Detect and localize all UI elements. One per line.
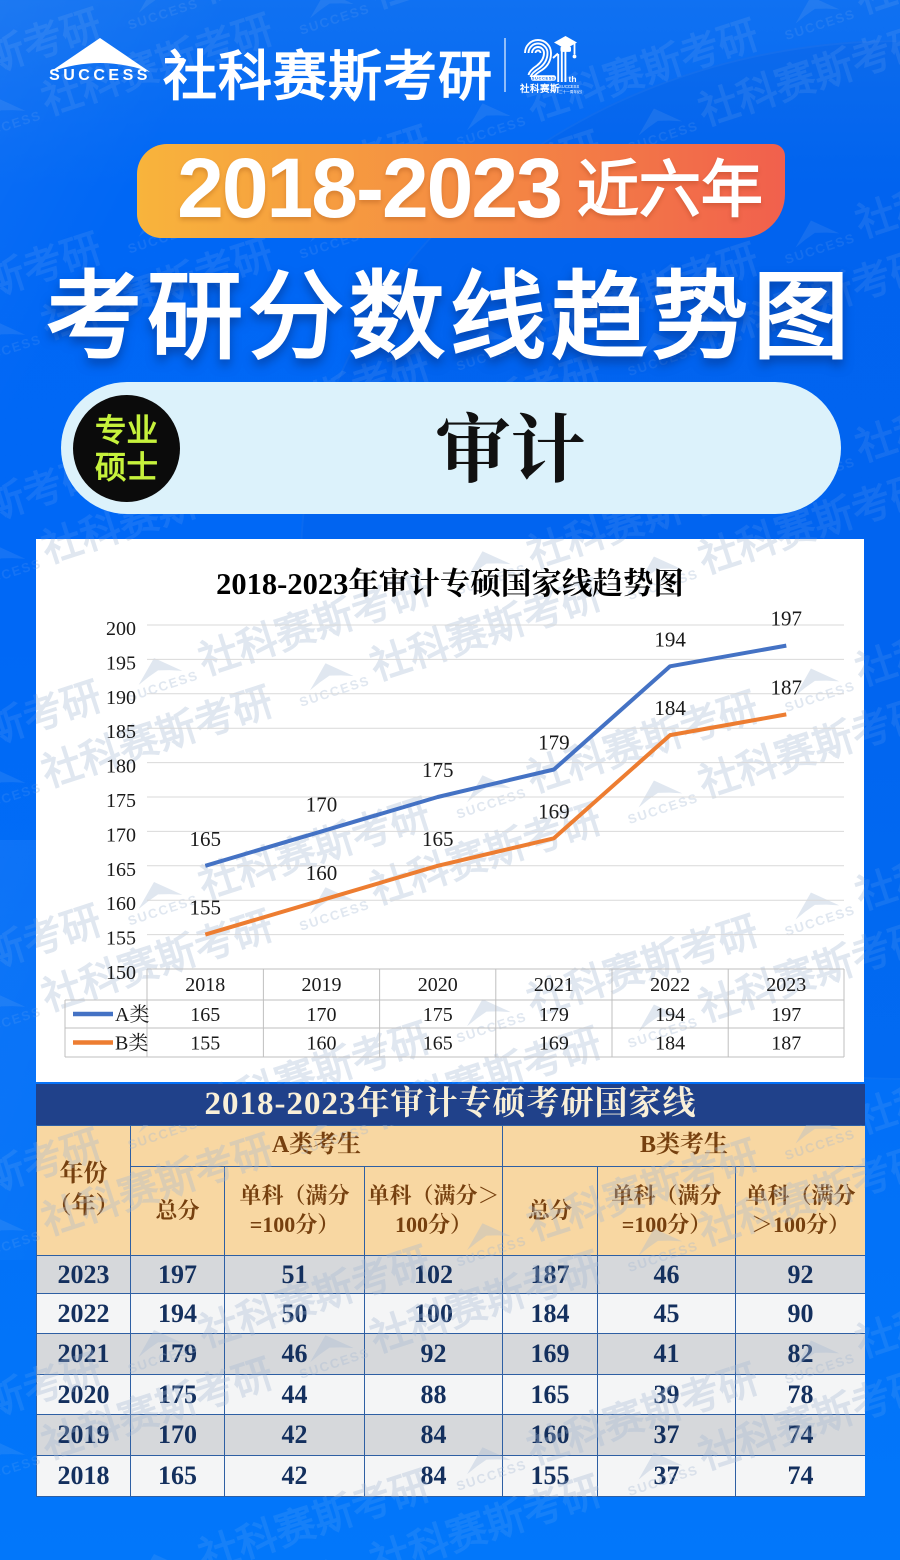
svg-text:194: 194 xyxy=(654,627,686,651)
svg-text:160: 160 xyxy=(106,893,136,915)
svg-text:2023: 2023 xyxy=(766,974,806,996)
svg-text:2019: 2019 xyxy=(302,974,342,996)
svg-text:150: 150 xyxy=(106,962,136,984)
svg-text:169: 169 xyxy=(538,799,570,823)
svg-text:194: 194 xyxy=(655,1004,685,1026)
svg-text:165: 165 xyxy=(190,1004,220,1026)
svg-text:197: 197 xyxy=(771,607,803,631)
svg-text:185: 185 xyxy=(106,721,136,743)
svg-text:195: 195 xyxy=(106,652,136,674)
svg-text:179: 179 xyxy=(539,1004,569,1026)
svg-text:175: 175 xyxy=(422,758,454,782)
svg-text:SUCCESS: SUCCESS xyxy=(559,84,579,89)
svg-text:165: 165 xyxy=(190,827,222,851)
svg-text:B类: B类 xyxy=(115,1032,148,1055)
svg-text:二十一周年纪念: 二十一周年纪念 xyxy=(559,89,582,94)
svg-text:165: 165 xyxy=(423,1033,453,1055)
svg-text:175: 175 xyxy=(423,1004,453,1026)
svg-text:175: 175 xyxy=(106,790,136,812)
svg-text:169: 169 xyxy=(539,1033,569,1055)
svg-text:200: 200 xyxy=(106,618,136,640)
svg-text:170: 170 xyxy=(307,1004,337,1026)
svg-text:170: 170 xyxy=(106,824,136,846)
svg-text:187: 187 xyxy=(771,675,803,699)
svg-text:190: 190 xyxy=(106,687,136,709)
svg-text:180: 180 xyxy=(106,756,136,778)
svg-text:160: 160 xyxy=(306,861,338,885)
svg-text:th: th xyxy=(569,74,577,84)
svg-text:155: 155 xyxy=(190,896,222,920)
svg-text:184: 184 xyxy=(654,696,686,720)
svg-text:165: 165 xyxy=(422,827,454,851)
svg-text:2021: 2021 xyxy=(534,974,574,996)
svg-text:155: 155 xyxy=(106,928,136,950)
svg-text:160: 160 xyxy=(307,1033,337,1055)
svg-text:社科赛斯: 社科赛斯 xyxy=(519,83,560,95)
svg-text:187: 187 xyxy=(771,1033,801,1055)
svg-text:A类: A类 xyxy=(115,1003,149,1026)
svg-text:2018: 2018 xyxy=(185,974,225,996)
svg-text:SUCCESS: SUCCESS xyxy=(532,76,556,81)
svg-text:184: 184 xyxy=(655,1033,685,1055)
svg-text:155: 155 xyxy=(190,1033,220,1055)
svg-text:2020: 2020 xyxy=(418,974,458,996)
svg-text:2022: 2022 xyxy=(650,974,690,996)
svg-text:197: 197 xyxy=(771,1004,801,1026)
svg-text:170: 170 xyxy=(306,792,338,816)
svg-text:179: 179 xyxy=(538,731,570,755)
svg-text:2018-2023年审计专硕国家线趋势图: 2018-2023年审计专硕国家线趋势图 xyxy=(216,567,684,601)
svg-text:165: 165 xyxy=(106,859,136,881)
